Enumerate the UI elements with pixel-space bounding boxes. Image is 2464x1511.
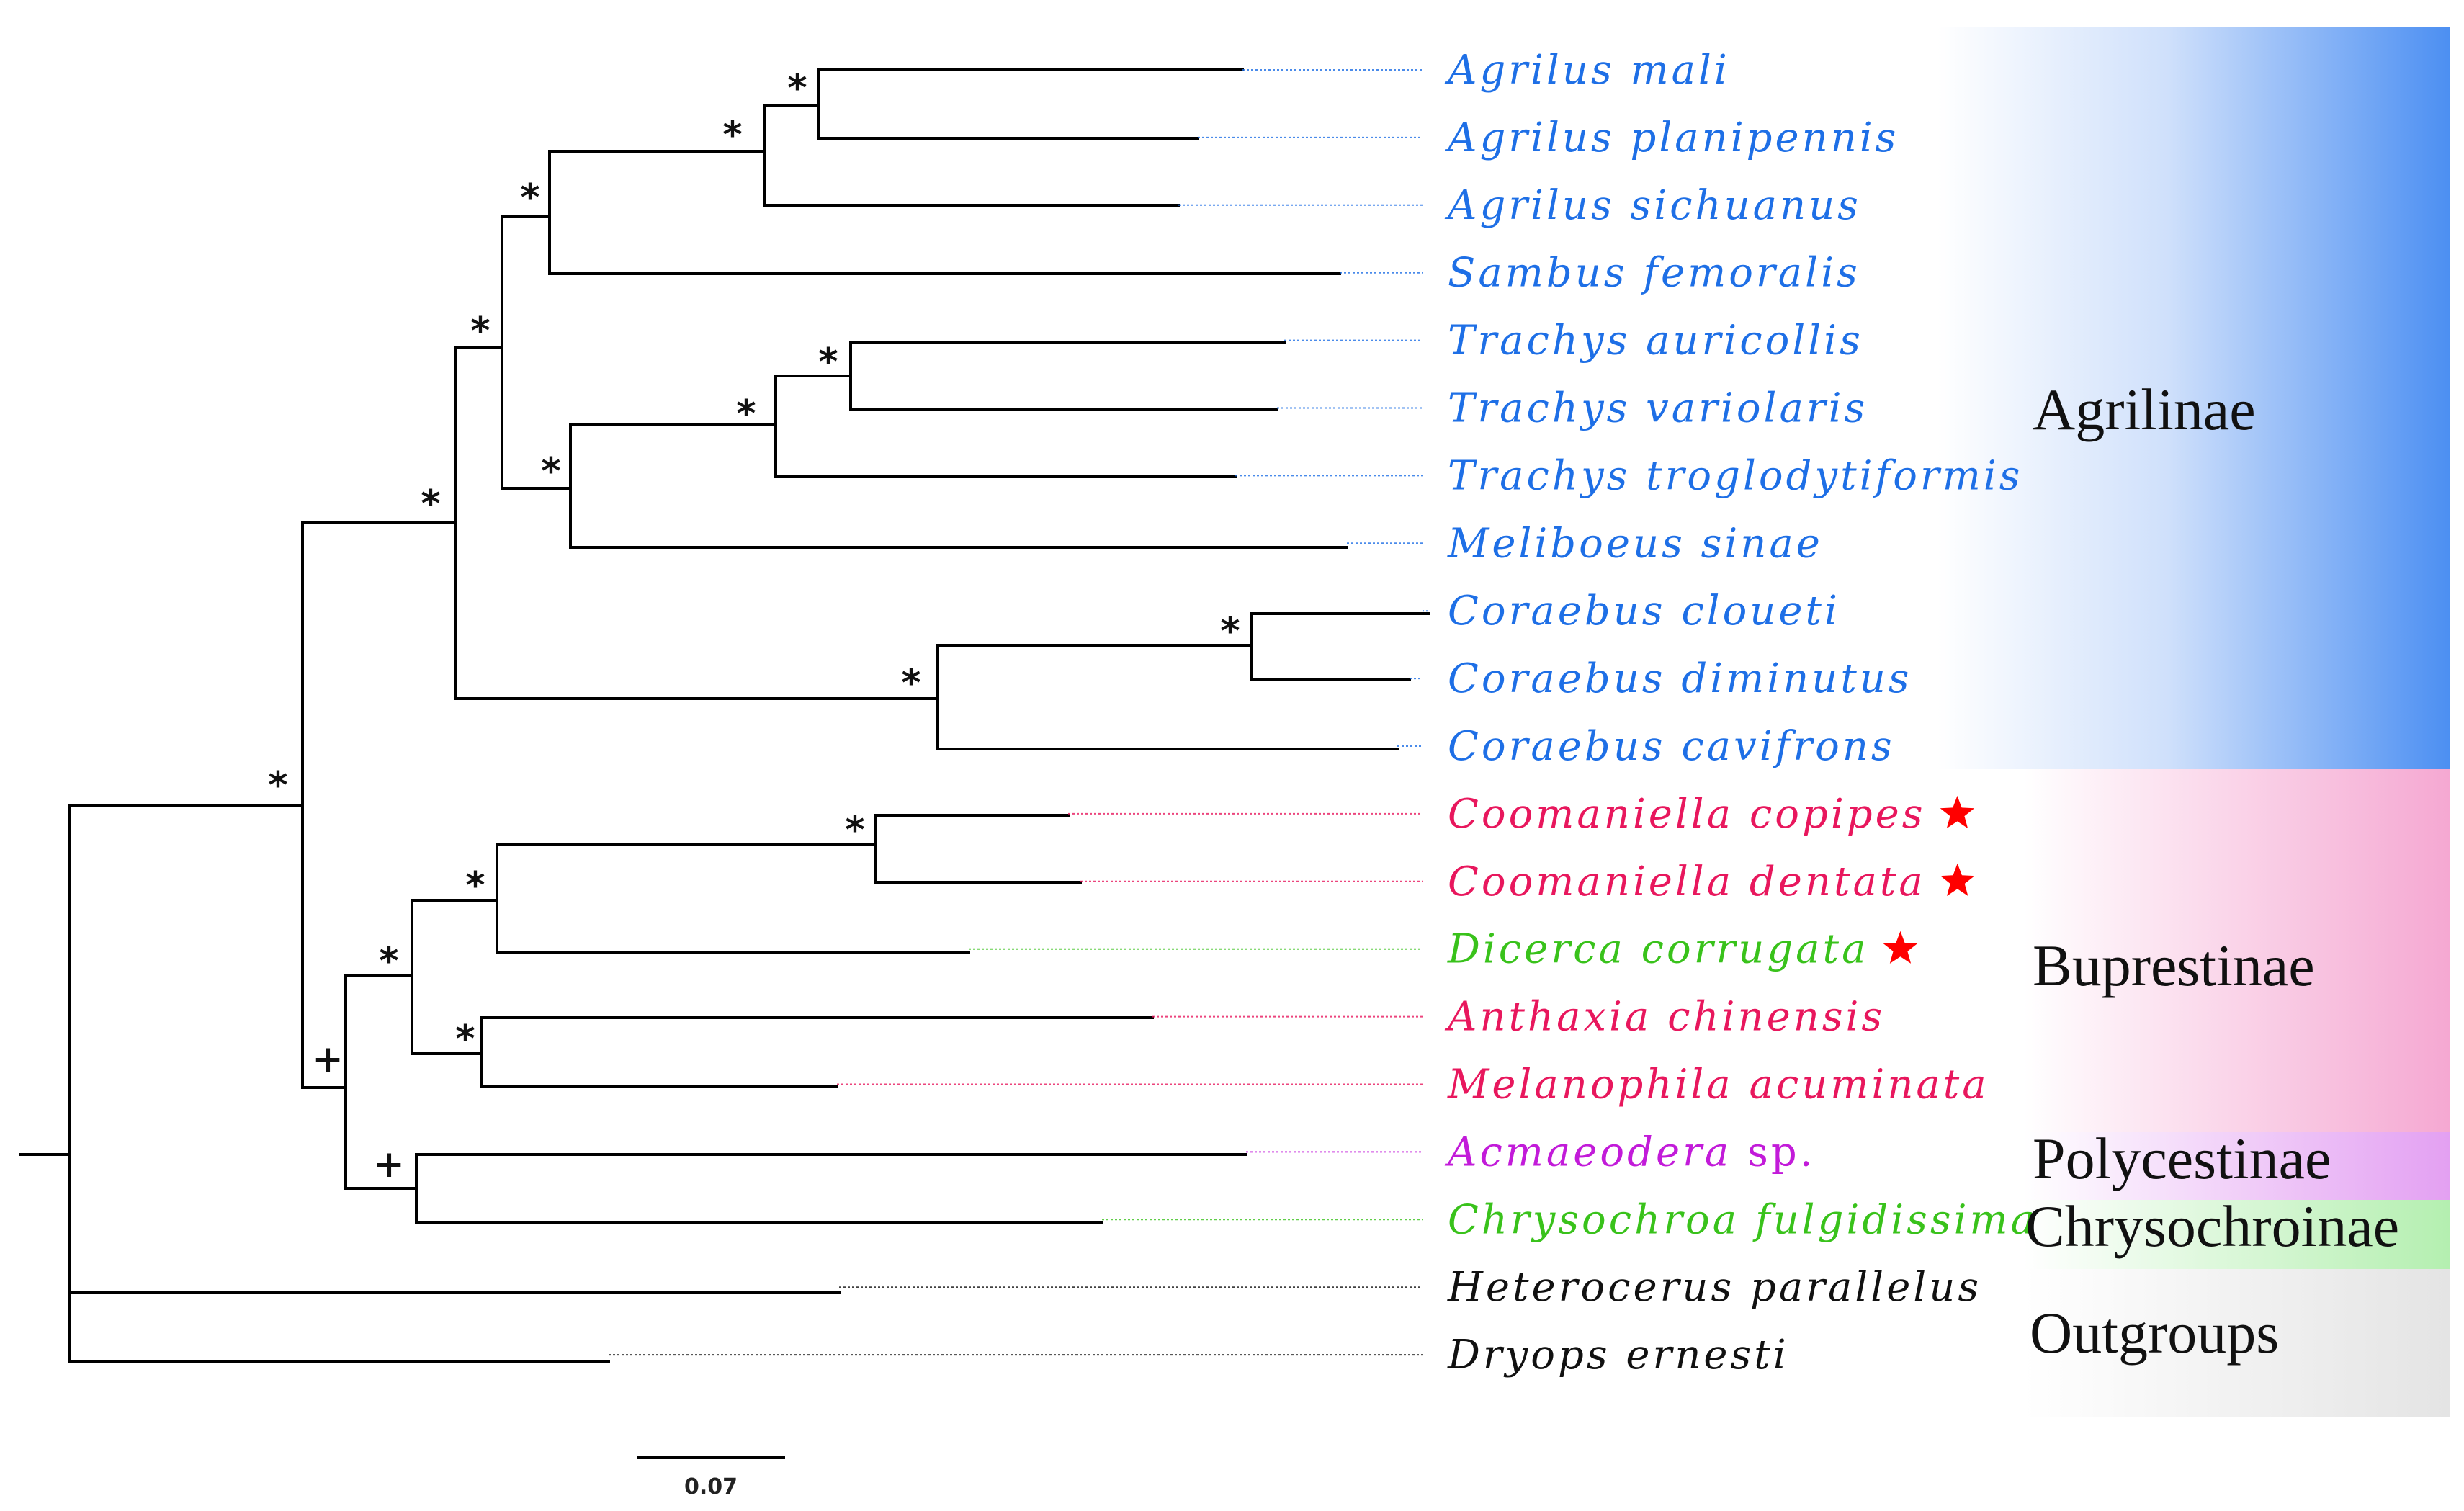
taxon-genus: Coraebus: [1448, 655, 1681, 702]
clade-label-agrilinae: Agrilinae: [2033, 377, 2256, 442]
taxon-species: sichuanus: [1630, 182, 1860, 229]
clade-label-outgroups: Outgroups: [2030, 1300, 2279, 1366]
taxon-genus: Chrysochroa: [1448, 1196, 1755, 1243]
taxon-genus: Trachys: [1448, 385, 1646, 432]
support-node-coraebus-pair: *: [1220, 610, 1240, 653]
support-node-polycestinae-chrysochroinae: +: [373, 1143, 405, 1186]
taxon-label: Coomaniella copipes: [1448, 791, 1925, 838]
taxon-species: mali: [1630, 47, 1729, 94]
taxon-species: fulgidissima: [1752, 1196, 2038, 1243]
taxon-label: Agrilus planipennis: [1444, 115, 1899, 161]
taxon-genus: Coraebus: [1448, 588, 1681, 635]
taxon-label: Trachys auricollis: [1448, 318, 1863, 364]
star-icon: [1940, 795, 1975, 829]
band-agrilinae: [1937, 27, 2450, 769]
taxon-species: sp.: [1747, 1129, 1815, 1175]
support-node-anthaxia-melanophila: *: [455, 1018, 475, 1061]
taxon-genus: Dryops: [1447, 1332, 1626, 1378]
taxon-genus: Agrilus: [1444, 47, 1630, 94]
star-icon: [1940, 863, 1975, 896]
taxon-label: Melanophila acuminata: [1447, 1062, 1989, 1108]
taxon-label: Acmaeodera sp.: [1444, 1129, 1815, 1175]
taxon-label: Trachys troglodytiformis: [1448, 452, 2022, 499]
band-outgroups: [2024, 1269, 2450, 1417]
taxon-genus: Melanophila: [1447, 1062, 1749, 1108]
taxon-species: parallelus: [1750, 1264, 1981, 1311]
taxon-label: Coomaniella dentata: [1448, 858, 1926, 905]
taxon-species: planipennis: [1630, 115, 1899, 161]
taxon-genus: Meliboeus: [1447, 520, 1701, 567]
scale-bar: 0.07: [637, 1456, 785, 1499]
taxon-genus: Acmaeodera: [1444, 1129, 1747, 1175]
support-node-trachyini: *: [541, 450, 560, 493]
taxon-label: Sambus femoralis: [1448, 250, 1860, 297]
taxon-genus: Coomaniella: [1448, 858, 1750, 905]
taxon-label: Agrilus sichuanus: [1444, 182, 1861, 229]
support-node-agrilinae: *: [421, 483, 440, 526]
taxon-genus: Trachys: [1448, 452, 1646, 499]
star-icon: [1883, 931, 1918, 964]
taxon-label: Heterocerus parallelus: [1447, 1264, 1981, 1311]
clade-labels: Agrilinae Buprestinae Polycestinae Chrys…: [2025, 377, 2399, 1366]
support-node-root-ingroup: *: [268, 764, 287, 807]
taxon-genus: Agrilus: [1444, 182, 1630, 229]
support-node-trachys-pair: *: [818, 341, 838, 384]
support-node-coomaniella: *: [845, 809, 864, 852]
taxon-label: Anthaxia chinensis: [1444, 994, 1885, 1041]
taxon-species: copipes: [1750, 791, 1926, 838]
taxon-species: cavifrons: [1681, 723, 1894, 770]
support-node-agrilus-mali-planipennis: *: [787, 67, 807, 110]
taxon-species: ernesti: [1626, 1332, 1788, 1378]
taxon-species: auricollis: [1646, 318, 1863, 364]
taxon-label: Dryops ernesti: [1447, 1332, 1789, 1378]
tree-branches: [19, 68, 1430, 1363]
support-node-coraebus: *: [901, 662, 920, 705]
support-node-buprestinae: *: [379, 940, 398, 983]
taxon-genus: Sambus: [1448, 250, 1643, 297]
support-node-trachys: *: [736, 393, 756, 436]
support-values: * * * * * * * * * * * * * * * + +: [268, 67, 1240, 1186]
taxon-species: chinensis: [1667, 994, 1885, 1041]
band-polycestinae: [2024, 1132, 2450, 1200]
taxon-genus: Coraebus: [1448, 723, 1681, 770]
taxon-genus: Coomaniella: [1448, 791, 1750, 838]
taxon-species: femoralis: [1640, 250, 1860, 297]
support-node-coomaniella-dicerca: *: [465, 864, 485, 907]
taxon-species: sinae: [1701, 520, 1823, 567]
taxon-species: troglodytiformis: [1646, 452, 2022, 499]
taxon-species: dentata: [1750, 858, 1926, 905]
taxon-genus: Heterocerus: [1447, 1264, 1750, 1311]
taxon-genus: Anthaxia: [1444, 994, 1667, 1041]
leader-lines: [609, 69, 1428, 1356]
support-node-agrilus: *: [722, 114, 742, 157]
taxon-genus: Dicerca: [1447, 926, 1641, 973]
band-chrysochroinae: [2024, 1200, 2450, 1269]
taxon-label: Coraebus diminutus: [1448, 655, 1912, 702]
taxon-genus: Agrilus: [1444, 115, 1630, 161]
taxon-species: corrugata: [1641, 926, 1869, 973]
taxon-label: Meliboeus sinae: [1447, 520, 1823, 567]
clade-label-chrysochroinae: Chrysochroinae: [2025, 1193, 2399, 1259]
support-node-agrilini-trachyini: *: [470, 310, 490, 353]
taxon-label: Coraebus cavifrons: [1448, 723, 1895, 770]
taxon-species: variolaris: [1646, 385, 1868, 432]
taxon-species: cloueti: [1681, 588, 1840, 635]
support-node-non-agrilinae: +: [312, 1038, 344, 1081]
taxon-label: Chrysochroa fulgidissima: [1448, 1196, 2038, 1243]
support-node-agrilini: *: [520, 176, 539, 220]
band-buprestinae: [2024, 769, 2450, 1132]
taxon-genus: Trachys: [1448, 318, 1646, 364]
taxon-label: Dicerca corrugata: [1447, 926, 1868, 973]
taxon-label: Trachys variolaris: [1448, 385, 1868, 432]
taxon-label: Coraebus cloueti: [1448, 588, 1840, 635]
scale-bar-label: 0.07: [684, 1474, 738, 1499]
clade-label-polycestinae: Polycestinae: [2033, 1126, 2331, 1191]
clade-label-buprestinae: Buprestinae: [2033, 933, 2315, 998]
taxon-species: diminutus: [1681, 655, 1912, 702]
clade-bands: [1937, 27, 2450, 1417]
taxon-species: acuminata: [1749, 1062, 1989, 1108]
taxon-label: Agrilus mali: [1444, 47, 1730, 94]
